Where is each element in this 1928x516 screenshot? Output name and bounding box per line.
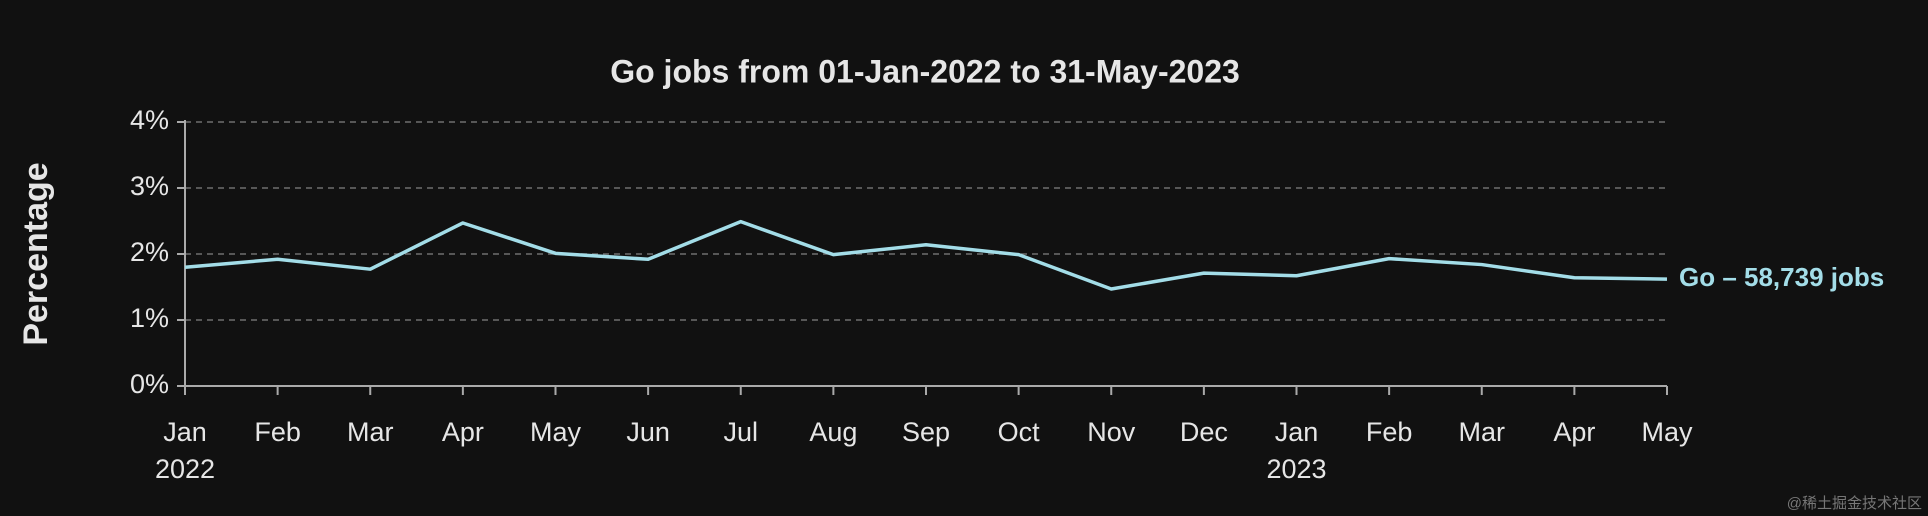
chart-title: Go jobs from 01-Jan-2022 to 31-May-2023 <box>610 53 1240 89</box>
x-tick-label: May <box>530 417 582 447</box>
x-tick-label: Sep <box>902 417 950 447</box>
y-tick-label: 2% <box>130 237 169 267</box>
x-tick-label: Jan <box>163 417 207 447</box>
y-tick-label: 1% <box>130 303 169 333</box>
x-tick-label: Apr <box>1553 417 1595 447</box>
x-tick-label: Mar <box>1459 417 1506 447</box>
x-tick-label: Feb <box>254 417 301 447</box>
x-tick-label: Nov <box>1087 417 1136 447</box>
x-group-label: 2022 <box>155 454 215 484</box>
x-group-label: 2023 <box>1266 454 1326 484</box>
x-tick-label: Apr <box>442 417 484 447</box>
x-tick-label: Aug <box>809 417 857 447</box>
x-tick-label: Jan <box>1275 417 1319 447</box>
x-tick-label: Feb <box>1366 417 1413 447</box>
x-tick-label: Jul <box>723 417 758 447</box>
y-tick-label: 0% <box>130 369 169 399</box>
y-axis-label: Percentage <box>17 162 55 345</box>
x-tick-label: Jun <box>626 417 670 447</box>
x-tick-label: May <box>1641 417 1693 447</box>
x-tick-label: Oct <box>998 417 1041 447</box>
watermark: @稀土掘金技术社区 <box>1787 495 1922 512</box>
y-tick-label: 3% <box>130 171 169 201</box>
series-label: Go – 58,739 jobs <box>1679 262 1884 292</box>
x-tick-label: Mar <box>347 417 394 447</box>
y-tick-label: 4% <box>130 105 169 135</box>
line <box>184 219 1668 291</box>
x-tick-label: Dec <box>1180 417 1228 447</box>
